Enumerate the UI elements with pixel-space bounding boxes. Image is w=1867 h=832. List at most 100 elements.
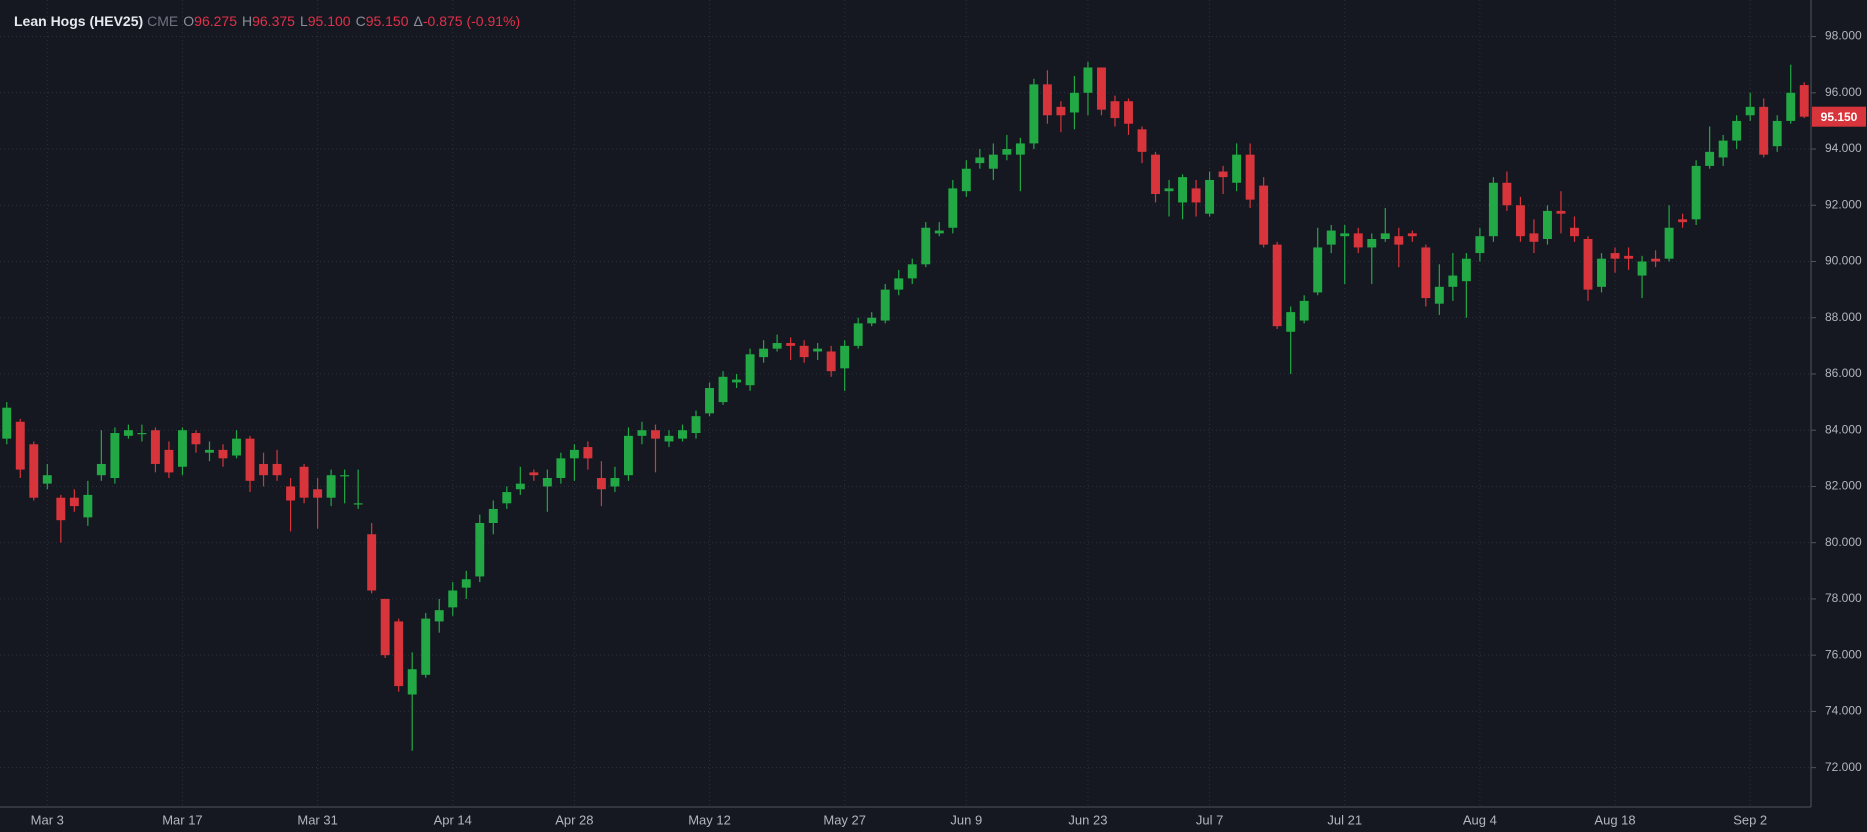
y-tick-label: 78.000 <box>1825 591 1862 605</box>
candle-body <box>745 354 755 386</box>
candle-body <box>205 449 214 453</box>
candle-body <box>1705 151 1715 166</box>
candle-body <box>475 523 485 577</box>
candle-body <box>1434 286 1444 304</box>
field-value: 95.150 <box>366 13 409 29</box>
candle-body <box>380 598 390 656</box>
candle-body <box>150 430 160 464</box>
candle-body <box>56 497 66 521</box>
candle-body <box>1367 239 1377 248</box>
candle-body <box>1529 233 1539 242</box>
candle-body <box>921 227 931 265</box>
candle-body <box>853 323 863 346</box>
candle-body <box>1475 236 1485 254</box>
field-value: 96.375 <box>252 13 295 29</box>
candle-body <box>759 348 769 358</box>
last-price-label: 95.150 <box>1821 110 1858 124</box>
candle-body <box>867 317 877 324</box>
candle-body <box>1637 261 1647 276</box>
candle-body <box>191 433 201 445</box>
candle-body <box>1272 244 1282 327</box>
candle-body <box>2 407 12 439</box>
candle-body <box>259 463 269 476</box>
candle-body <box>1597 258 1606 287</box>
candle-body <box>1678 219 1688 223</box>
candle-body <box>1056 106 1066 116</box>
candle-body <box>880 289 890 321</box>
candle-body <box>948 188 958 228</box>
candle-body <box>1610 253 1620 259</box>
candles <box>2 61 1809 751</box>
candle-body <box>1069 92 1079 113</box>
y-tick-label: 98.000 <box>1825 29 1862 43</box>
candle-body <box>1232 154 1242 183</box>
grid <box>0 0 1811 807</box>
candle-body <box>1286 312 1296 332</box>
candle-body <box>1326 230 1336 245</box>
candle-body <box>394 621 404 687</box>
candle-body <box>1570 227 1579 237</box>
candle-body <box>1799 85 1809 117</box>
candle-body <box>907 264 917 279</box>
candle-body <box>826 351 836 372</box>
candle-body <box>1015 143 1025 155</box>
y-tick-label: 74.000 <box>1825 704 1862 718</box>
candle-body <box>1097 67 1106 110</box>
candle-body <box>1732 120 1742 141</box>
candle-body <box>651 430 660 439</box>
x-tick-label: Mar 17 <box>162 812 202 827</box>
candle-body <box>1029 84 1039 144</box>
candle-body <box>799 345 809 358</box>
candle-body <box>1394 236 1404 245</box>
candle-body <box>988 154 998 169</box>
candle-body <box>1083 67 1093 93</box>
candle-body <box>421 618 431 675</box>
candle-body <box>1110 101 1120 119</box>
candle-body <box>1772 120 1782 147</box>
field-value: 95.100 <box>308 13 351 29</box>
candle-body <box>488 508 498 524</box>
candle-body <box>1218 171 1228 178</box>
candle-body <box>718 376 728 403</box>
candle-body <box>15 421 25 470</box>
x-tick-label: Mar 3 <box>31 812 64 827</box>
candle-body <box>1691 165 1701 220</box>
candle-body <box>1340 233 1350 237</box>
x-tick-label: Aug 4 <box>1463 812 1497 827</box>
candle-body <box>664 435 674 442</box>
candle-body <box>515 483 525 490</box>
candle-body <box>326 475 336 498</box>
candle-body <box>1137 129 1147 152</box>
candle-body <box>569 449 579 459</box>
candle-body <box>1353 233 1363 248</box>
y-tick-label: 72.000 <box>1825 760 1862 774</box>
x-tick-label: Jun 23 <box>1068 812 1107 827</box>
candle-body <box>245 438 255 481</box>
candle-body <box>1178 177 1188 203</box>
candle-body <box>1164 188 1174 192</box>
x-tick-label: Jul 21 <box>1327 812 1362 827</box>
candle-body <box>1042 84 1052 116</box>
candle-body <box>529 472 539 476</box>
candle-body <box>313 489 323 498</box>
candle-body <box>975 157 985 164</box>
legend-header: Lean Hogs (HEV25) CME O96.275 H96.375 L95.10… <box>14 13 520 29</box>
candle-body <box>1380 233 1390 240</box>
candle-body <box>1421 247 1431 299</box>
x-tick-label: May 27 <box>823 812 866 827</box>
candle-body <box>1718 140 1728 158</box>
candle-body <box>1448 275 1458 287</box>
candle-body <box>353 503 363 505</box>
candle-body <box>123 430 133 436</box>
candle-body <box>1515 205 1525 237</box>
y-tick-label: 90.000 <box>1825 254 1862 268</box>
y-tick-label: 88.000 <box>1825 310 1862 324</box>
y-tick-label: 82.000 <box>1825 479 1862 493</box>
field-label: L <box>300 13 308 29</box>
exchange: CME <box>147 13 178 29</box>
candle-body <box>1191 188 1201 203</box>
candle-body <box>1542 210 1552 240</box>
x-tick-label: Jun 9 <box>950 812 982 827</box>
